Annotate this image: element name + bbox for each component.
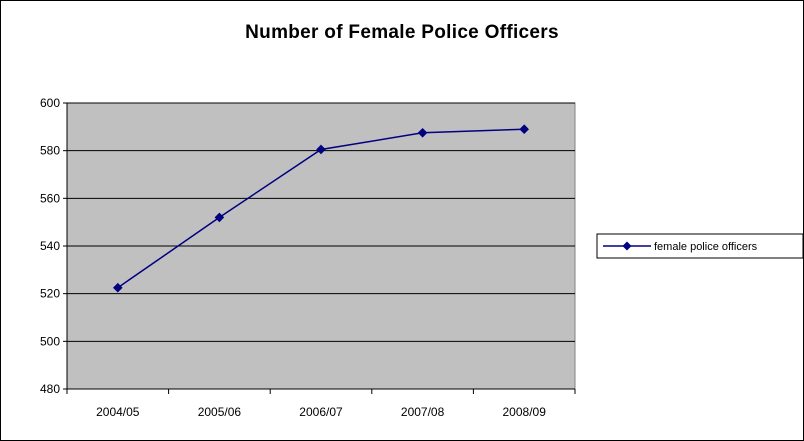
x-tick-label: 2007/08 bbox=[401, 405, 445, 419]
series-group bbox=[113, 124, 529, 293]
data-point-marker bbox=[214, 212, 225, 223]
y-tick-label: 600 bbox=[40, 96, 60, 110]
y-tick-label: 480 bbox=[40, 382, 60, 396]
x-tick-label: 2008/09 bbox=[503, 405, 547, 419]
x-axis-ticks: 2004/05 2005/06 2006/07 2007/08 2008/09 bbox=[66, 389, 576, 419]
x-tick-label: 2006/07 bbox=[299, 405, 343, 419]
data-point-marker bbox=[113, 282, 123, 293]
legend-marker bbox=[622, 241, 632, 251]
y-tick-label: 520 bbox=[40, 287, 60, 301]
data-point-marker bbox=[519, 124, 529, 135]
y-tick-label: 500 bbox=[40, 334, 60, 348]
x-tick-label: 2005/06 bbox=[198, 405, 242, 419]
x-tick-label: 2004/05 bbox=[96, 405, 140, 419]
legend-label: female police officers bbox=[654, 241, 758, 253]
y-tick-label: 580 bbox=[40, 144, 60, 158]
data-point-marker bbox=[417, 127, 428, 138]
y-tick-label: 560 bbox=[40, 191, 60, 205]
y-axis-ticks: 480 500 520 540 560 580 600 bbox=[40, 96, 67, 396]
legend: female police officers bbox=[596, 233, 804, 259]
y-tick-label: 540 bbox=[40, 239, 60, 253]
data-point-marker bbox=[316, 144, 326, 155]
chart-title: Number of Female Police Officers bbox=[245, 22, 559, 43]
